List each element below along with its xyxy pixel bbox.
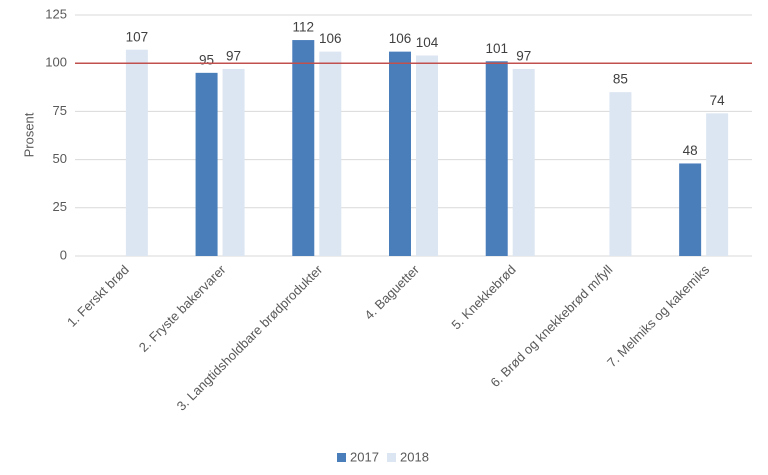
x-tick-label: 2. Fryste bakervarer bbox=[136, 261, 229, 354]
value-label: 101 bbox=[485, 41, 508, 56]
y-axis-title: Prosent bbox=[21, 112, 36, 157]
value-label: 107 bbox=[126, 29, 149, 44]
value-label: 106 bbox=[319, 31, 342, 46]
bar bbox=[679, 163, 702, 256]
x-tick-label: 4. Baguetter bbox=[361, 261, 422, 322]
x-tick-label: 1. Ferskt brød bbox=[64, 262, 132, 330]
bar bbox=[416, 55, 438, 256]
value-label: 74 bbox=[710, 93, 726, 108]
x-tick-label: 5. Knekkebrød bbox=[448, 262, 518, 332]
bar bbox=[319, 51, 342, 256]
value-label: 104 bbox=[416, 35, 439, 50]
value-label: 106 bbox=[389, 31, 412, 46]
bar bbox=[222, 68, 245, 256]
legend-label: 2018 bbox=[400, 449, 429, 464]
value-label: 95 bbox=[199, 52, 214, 67]
bar bbox=[609, 92, 632, 257]
y-tick-label: 125 bbox=[45, 6, 67, 21]
bar bbox=[512, 68, 535, 256]
bar bbox=[292, 40, 315, 257]
value-label: 85 bbox=[613, 72, 628, 87]
bar bbox=[485, 61, 508, 256]
value-label: 97 bbox=[226, 49, 241, 64]
y-tick-label: 0 bbox=[60, 247, 67, 262]
legend-swatch bbox=[337, 453, 346, 462]
value-label: 48 bbox=[683, 143, 698, 158]
value-label: 97 bbox=[516, 49, 531, 64]
bar bbox=[389, 51, 411, 256]
legend-label: 2017 bbox=[350, 449, 379, 464]
y-tick-label: 75 bbox=[53, 103, 67, 118]
y-tick-label: 50 bbox=[53, 151, 67, 166]
value-label: 112 bbox=[293, 20, 315, 35]
y-tick-label: 25 bbox=[53, 199, 67, 214]
bar bbox=[195, 72, 218, 256]
y-tick-label: 100 bbox=[45, 55, 67, 70]
bar bbox=[706, 113, 729, 256]
x-tick-label: 7. Melmiks og kakemiks bbox=[604, 262, 713, 371]
bar bbox=[125, 49, 148, 257]
legend-swatch bbox=[387, 453, 396, 462]
